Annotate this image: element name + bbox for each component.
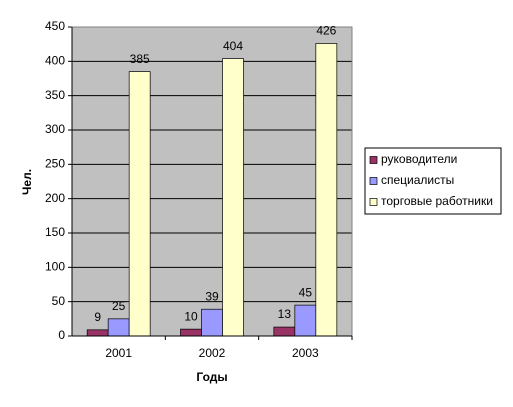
legend	[364, 147, 502, 215]
x-tick-label: 2003	[292, 346, 319, 360]
data-label: 10	[184, 309, 198, 323]
y-tick-label: 200	[45, 191, 65, 205]
legend-label: торговые работники	[381, 194, 493, 208]
legend-label: специалисты	[381, 173, 454, 187]
bar	[107, 318, 130, 337]
data-label: 9	[94, 310, 101, 324]
y-tick-label: 450	[45, 19, 65, 33]
data-label: 385	[130, 52, 150, 66]
legend-label: руководители	[381, 152, 457, 166]
y-tick-label: 250	[45, 157, 65, 171]
bar	[273, 326, 296, 337]
data-label: 45	[299, 285, 313, 299]
data-label: 404	[223, 39, 243, 53]
x-axis-label: Годы	[196, 370, 227, 384]
y-tick-label: 400	[45, 54, 65, 68]
bar	[222, 58, 244, 337]
bar	[128, 71, 151, 337]
data-label: 39	[205, 289, 219, 303]
y-tick-label: 300	[45, 122, 65, 136]
bar	[201, 308, 223, 337]
data-label: 426	[316, 24, 336, 38]
y-tick-label: 350	[45, 88, 65, 102]
x-tick-label: 2002	[199, 346, 226, 360]
y-tick-label: 150	[45, 225, 65, 239]
y-tick-label: 50	[52, 294, 66, 308]
bar	[86, 329, 109, 337]
y-tick-label: 0	[58, 328, 65, 342]
data-label: 25	[112, 299, 126, 313]
bar	[315, 43, 338, 337]
legend-swatch	[369, 156, 378, 164]
y-axis-label: Чел.	[20, 169, 34, 195]
bar	[180, 328, 202, 337]
x-tick-label: 2001	[105, 346, 132, 360]
legend-swatch	[369, 177, 378, 185]
y-tick-label: 100	[45, 260, 65, 274]
plot-area	[72, 27, 352, 336]
bar	[294, 304, 317, 337]
data-label: 13	[278, 307, 292, 321]
legend-swatch	[369, 198, 378, 206]
